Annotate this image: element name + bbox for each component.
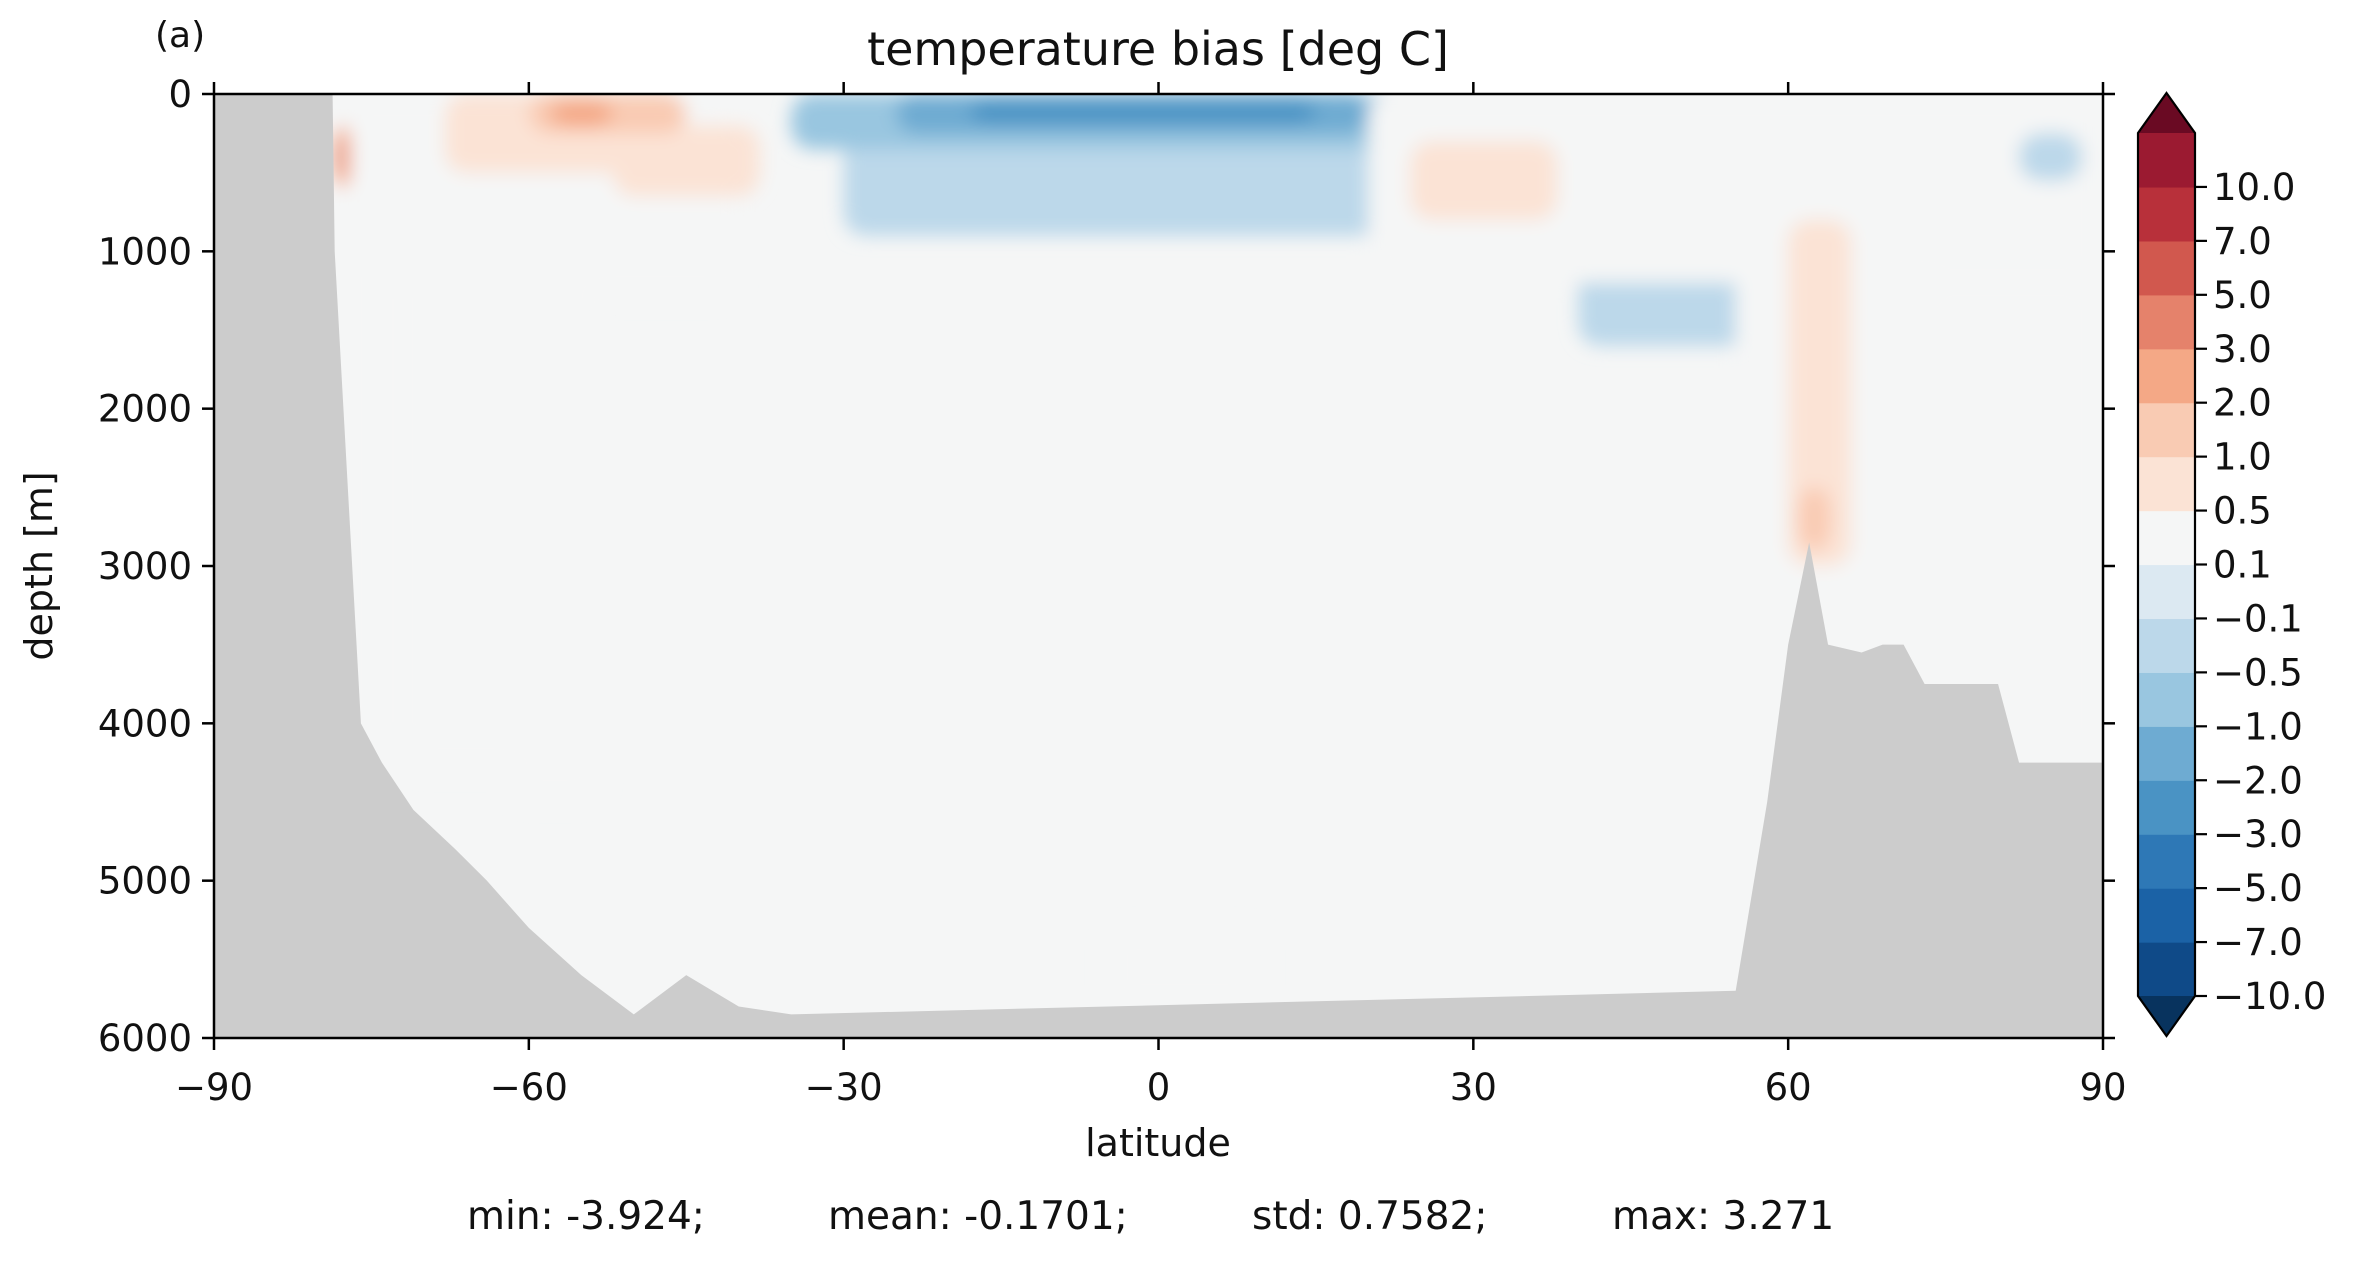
x-tick-label: 30 xyxy=(1450,1066,1497,1109)
colorbar-swatch xyxy=(2138,672,2195,727)
stat-std: std: 0.7582; xyxy=(1252,1194,1488,1239)
colorbar-tick-label: −1.0 xyxy=(2213,705,2303,748)
bias-region xyxy=(339,94,403,755)
bias-region xyxy=(612,125,760,197)
stat-min: min: -3.924; xyxy=(467,1194,705,1239)
colorbar-tick-label: −3.0 xyxy=(2213,813,2303,856)
colorbar-swatch xyxy=(2138,348,2195,404)
colorbar-tick-label: 2.0 xyxy=(2213,382,2272,425)
colorbar-tick-label: −5.0 xyxy=(2213,867,2303,910)
colorbar-swatch xyxy=(2138,133,2195,188)
stat-mean: mean: -0.1701; xyxy=(828,1194,1128,1239)
y-tick-label: 4000 xyxy=(98,702,192,745)
x-axis-label: latitude xyxy=(1085,1121,1231,1165)
bias-region xyxy=(1106,927,1264,1007)
x-tick-label: 60 xyxy=(1765,1066,1812,1109)
y-tick-label: 2000 xyxy=(98,388,192,431)
colorbar-swatch xyxy=(2138,240,2195,296)
x-axis: −90 −60 −30 0 30 60 90 xyxy=(175,82,2127,1109)
bias-field xyxy=(334,94,2103,1007)
plot-area xyxy=(214,94,2103,1038)
bias-region xyxy=(1798,487,1831,551)
colorbar-tick-label: −0.1 xyxy=(2213,597,2303,640)
colorbar-swatch xyxy=(2138,402,2195,458)
y-tick-label: 5000 xyxy=(98,860,192,903)
colorbar-tick-label: −2.0 xyxy=(2213,759,2303,802)
chart-title: temperature bias [deg C] xyxy=(867,22,1449,76)
colorbar-swatch xyxy=(2138,834,2195,889)
bias-region xyxy=(507,141,603,802)
colorbar-tick-label: 5.0 xyxy=(2213,274,2272,317)
colorbar-swatch xyxy=(2138,888,2195,943)
colorbar-tick-label: 3.0 xyxy=(2213,328,2272,371)
plot-frame xyxy=(212,92,2105,1040)
x-tick-label: −90 xyxy=(175,1066,253,1109)
bias-region xyxy=(335,141,345,173)
colorbar-tick-label: −0.5 xyxy=(2213,651,2303,694)
colorbar-swatch xyxy=(2138,294,2195,350)
colorbar-swatch xyxy=(2138,780,2195,835)
colorbar-swatch xyxy=(2138,564,2195,620)
bias-region xyxy=(1914,282,2103,755)
colorbar-tick-label: 7.0 xyxy=(2213,220,2272,263)
colorbar-extend-top xyxy=(2138,93,2195,133)
bias-region xyxy=(969,101,1316,123)
bias-region xyxy=(1788,219,1852,566)
bias-region xyxy=(549,101,613,126)
y-axis-label: depth [m] xyxy=(17,471,61,660)
y-axis: 0 1000 2000 3000 4000 5000 6000 xyxy=(98,73,2115,1060)
x-tick-label: 90 xyxy=(2079,1066,2126,1109)
colorbar-swatch xyxy=(2138,186,2195,242)
y-tick-label: 6000 xyxy=(98,1017,192,1060)
colorbar-tick-label: 10.0 xyxy=(2213,166,2295,209)
colorbar-swatch xyxy=(2138,510,2195,566)
colorbar: −10.0 −7.0 −5.0 −3.0 −2.0 −1.0 −0.5 −0.1 0.1 0.5 1… xyxy=(2136,91,2326,1038)
y-tick-label: 1000 xyxy=(98,230,192,273)
colorbar-tick-label: 0.5 xyxy=(2213,490,2272,533)
bias-region xyxy=(2019,133,2083,181)
y-tick-label: 3000 xyxy=(98,545,192,588)
colorbar-tick-label: 1.0 xyxy=(2213,436,2272,479)
x-tick-label: 0 xyxy=(1147,1066,1171,1109)
colorbar-swatch xyxy=(2138,942,2195,997)
y-tick-label: 0 xyxy=(168,73,192,116)
x-tick-label: −30 xyxy=(805,1066,883,1109)
colorbar-extend-bottom xyxy=(2138,996,2195,1036)
colorbar-tick-label: −7.0 xyxy=(2213,921,2303,964)
panel-label: (a) xyxy=(155,15,205,56)
seafloor-land xyxy=(214,94,2103,1038)
x-tick-label: −60 xyxy=(490,1066,568,1109)
stat-max: max: 3.271 xyxy=(1612,1194,1835,1239)
colorbar-tick-label: 0.1 xyxy=(2213,544,2272,587)
colorbar-swatch xyxy=(2138,456,2195,512)
colorbar-swatch xyxy=(2138,726,2195,781)
colorbar-tick-label: −10.0 xyxy=(2213,975,2326,1018)
bias-region xyxy=(402,172,529,771)
bias-region xyxy=(1368,94,2103,283)
bias-region xyxy=(1410,141,1558,220)
colorbar-swatch xyxy=(2138,618,2195,673)
